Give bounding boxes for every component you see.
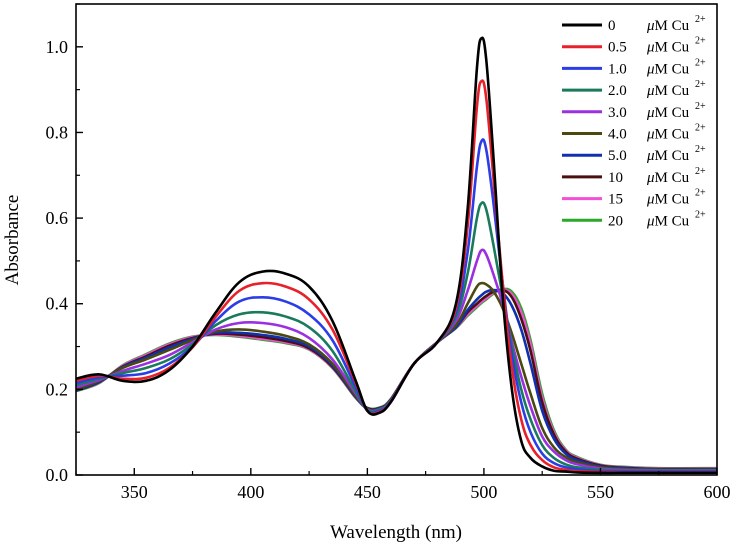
legend-entry-4-0: 4.0 μM Cu 2+	[562, 123, 706, 143]
legend-value: 15	[608, 192, 623, 208]
legend-value: 5.0	[608, 148, 627, 164]
legend-entry-2-0: 2.0 μM Cu 2+	[562, 79, 706, 99]
legend-value: 3.0	[608, 105, 627, 121]
series-line-2-0	[76, 201, 717, 473]
x-tick-label: 550	[587, 482, 614, 502]
series-line-20	[76, 287, 717, 470]
legend-superscript: 2+	[695, 188, 706, 199]
legend-value: 10	[608, 170, 623, 186]
legend-unit: μM Cu	[646, 170, 690, 186]
x-tick-label: 350	[121, 482, 148, 502]
legend-superscript: 2+	[695, 101, 706, 112]
legend-superscript: 2+	[695, 14, 706, 25]
legend-superscript: 2+	[695, 57, 706, 68]
legend-entry-0-5: 0.5 μM Cu 2+	[562, 36, 706, 56]
legend-unit: μM Cu	[646, 61, 690, 77]
y-tick-label: 0.2	[46, 379, 69, 399]
legend-entry-1-0: 1.0 μM Cu 2+	[562, 57, 706, 77]
y-tick-label: 0.0	[46, 465, 69, 485]
legend-entry-15: 15 μM Cu 2+	[562, 188, 706, 208]
legend-unit: μM Cu	[646, 213, 690, 229]
legend-value: 1.0	[608, 61, 627, 77]
x-tick-label: 450	[354, 482, 381, 502]
y-tick-label: 0.4	[46, 294, 69, 314]
legend-unit: μM Cu	[646, 18, 690, 34]
y-tick-label: 1.0	[46, 37, 69, 57]
legend-unit: μM Cu	[646, 148, 690, 164]
series-line-1-0	[76, 138, 717, 473]
legend-value: 4.0	[608, 127, 627, 143]
legend-unit: μM Cu	[646, 40, 690, 56]
legend-superscript: 2+	[695, 79, 706, 90]
series-line-15	[76, 288, 717, 470]
legend-superscript: 2+	[695, 209, 706, 220]
legend-entry-5-0: 5.0 μM Cu 2+	[562, 144, 706, 164]
legend-value: 0.5	[608, 40, 627, 56]
legend-superscript: 2+	[695, 123, 706, 134]
legend: 0 μM Cu 2+0.5 μM Cu 2+1.0 μM Cu 2+2.0 μM Cu 2+3.…	[562, 14, 706, 229]
y-tick-label: 0.8	[46, 122, 69, 142]
legend-entry-3-0: 3.0 μM Cu 2+	[562, 101, 706, 121]
x-tick-label: 400	[237, 482, 264, 502]
series-line-0	[76, 36, 717, 475]
x-tick-label: 500	[470, 482, 497, 502]
legend-value: 20	[608, 213, 623, 229]
series-line-10	[76, 288, 717, 471]
x-axis-title: Wavelength (nm)	[330, 522, 462, 543]
legend-value: 2.0	[608, 83, 627, 99]
legend-unit: μM Cu	[646, 105, 690, 121]
legend-unit: μM Cu	[646, 192, 690, 208]
plot-frame	[75, 3, 718, 476]
legend-entry-20: 20 μM Cu 2+	[562, 209, 706, 229]
series-line-5-0	[76, 288, 717, 471]
legend-superscript: 2+	[695, 144, 706, 155]
legend-value: 0	[608, 18, 616, 34]
series-line-3-0	[76, 248, 717, 472]
legend-superscript: 2+	[695, 166, 706, 177]
y-axis-title: Absorbance	[2, 195, 23, 286]
legend-unit: μM Cu	[646, 127, 690, 143]
legend-unit: μM Cu	[646, 83, 690, 99]
legend-entry-10: 10 μM Cu 2+	[562, 166, 706, 186]
series-line-4-0	[76, 281, 717, 472]
y-tick-label: 0.6	[46, 208, 69, 228]
x-tick-label: 600	[704, 482, 731, 502]
legend-superscript: 2+	[695, 36, 706, 47]
legend-entry-0: 0 μM Cu 2+	[562, 14, 706, 34]
